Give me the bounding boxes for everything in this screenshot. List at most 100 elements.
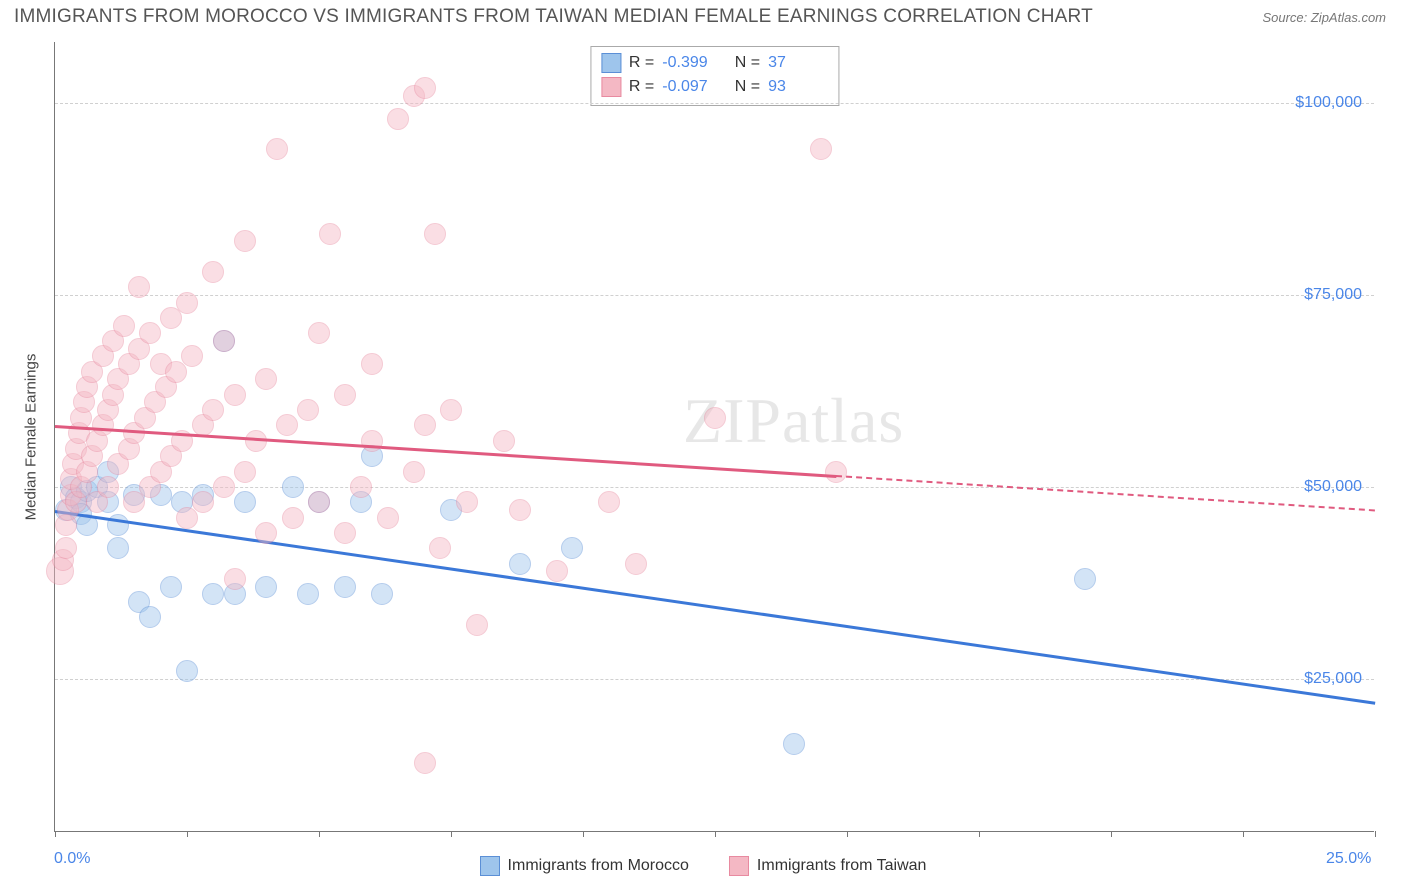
scatter-point-morocco <box>509 553 531 575</box>
scatter-point-taiwan <box>704 407 726 429</box>
y-tick-label: $75,000 <box>1304 286 1362 304</box>
scatter-point-taiwan <box>424 223 446 245</box>
x-tick <box>847 831 848 837</box>
x-tick <box>583 831 584 837</box>
trend-line-morocco <box>55 510 1375 705</box>
x-tick <box>979 831 980 837</box>
chart-header: IMMIGRANTS FROM MOROCCO VS IMMIGRANTS FR… <box>0 0 1406 38</box>
scatter-point-taiwan <box>192 491 214 513</box>
scatter-point-morocco <box>160 576 182 598</box>
x-tick <box>55 831 56 837</box>
scatter-point-taiwan <box>509 499 531 521</box>
scatter-point-taiwan <box>128 276 150 298</box>
stats-row-taiwan: R = -0.097 N = 93 <box>601 75 828 99</box>
legend-item-taiwan: Immigrants from Taiwan <box>729 856 927 876</box>
n-label: N = <box>730 51 760 75</box>
scatter-point-taiwan <box>334 384 356 406</box>
stats-row-morocco: R = -0.399 N = 37 <box>601 51 828 75</box>
gridline <box>55 679 1374 680</box>
y-tick-label: $100,000 <box>1295 94 1362 112</box>
scatter-point-taiwan <box>266 138 288 160</box>
scatter-point-taiwan <box>810 138 832 160</box>
n-value: 93 <box>768 75 828 99</box>
swatch-icon <box>601 77 621 97</box>
scatter-point-taiwan <box>493 430 515 452</box>
scatter-point-taiwan <box>429 537 451 559</box>
scatter-point-taiwan <box>113 315 135 337</box>
scatter-point-morocco <box>371 583 393 605</box>
scatter-point-morocco <box>297 583 319 605</box>
x-tick <box>451 831 452 837</box>
r-value: -0.097 <box>662 75 722 99</box>
swatch-icon <box>601 53 621 73</box>
scatter-point-taiwan <box>546 560 568 582</box>
scatter-point-morocco <box>1074 568 1096 590</box>
scatter-point-taiwan <box>308 322 330 344</box>
x-tick <box>1243 831 1244 837</box>
scatter-point-taiwan <box>414 752 436 774</box>
n-label: N = <box>730 75 760 99</box>
scatter-point-taiwan <box>825 461 847 483</box>
scatter-point-taiwan <box>255 522 277 544</box>
gridline <box>55 103 1374 104</box>
chart-legend: Immigrants from Morocco Immigrants from T… <box>14 856 1392 876</box>
r-value: -0.399 <box>662 51 722 75</box>
x-tick <box>715 831 716 837</box>
scatter-point-taiwan <box>456 491 478 513</box>
plot-area: Median Female Earnings ZIPatlas R = -0.3… <box>54 42 1374 832</box>
scatter-point-taiwan <box>139 322 161 344</box>
trend-line-taiwan <box>836 475 1375 511</box>
scatter-point-taiwan <box>176 292 198 314</box>
scatter-point-taiwan <box>361 353 383 375</box>
y-tick-label: $50,000 <box>1304 478 1362 496</box>
scatter-point-taiwan <box>598 491 620 513</box>
scatter-point-morocco <box>202 583 224 605</box>
chart-source: Source: ZipAtlas.com <box>1262 10 1386 25</box>
scatter-point-taiwan <box>276 414 298 436</box>
scatter-point-taiwan <box>414 414 436 436</box>
swatch-icon <box>729 856 749 876</box>
correlation-stats-box: R = -0.399 N = 37R = -0.097 N = 93 <box>590 46 839 106</box>
x-tick <box>1375 831 1376 837</box>
chart-title: IMMIGRANTS FROM MOROCCO VS IMMIGRANTS FR… <box>14 6 1093 28</box>
scatter-point-morocco <box>255 576 277 598</box>
scatter-point-taiwan <box>297 399 319 421</box>
scatter-point-morocco <box>107 537 129 559</box>
scatter-point-taiwan <box>361 430 383 452</box>
scatter-point-morocco <box>561 537 583 559</box>
scatter-point-taiwan <box>224 384 246 406</box>
scatter-point-taiwan <box>282 507 304 529</box>
scatter-point-morocco <box>139 606 161 628</box>
scatter-point-taiwan <box>224 568 246 590</box>
scatter-point-taiwan <box>234 230 256 252</box>
scatter-point-taiwan <box>440 399 462 421</box>
legend-item-morocco: Immigrants from Morocco <box>480 856 689 876</box>
swatch-icon <box>480 856 500 876</box>
scatter-point-taiwan <box>181 345 203 367</box>
n-value: 37 <box>768 51 828 75</box>
x-tick <box>187 831 188 837</box>
scatter-point-taiwan <box>213 330 235 352</box>
scatter-point-taiwan <box>202 261 224 283</box>
scatter-point-morocco <box>334 576 356 598</box>
scatter-point-morocco <box>234 491 256 513</box>
x-tick <box>1111 831 1112 837</box>
scatter-point-taiwan <box>308 491 330 513</box>
scatter-point-morocco <box>282 476 304 498</box>
gridline <box>55 487 1374 488</box>
scatter-point-taiwan <box>403 461 425 483</box>
scatter-point-morocco <box>176 660 198 682</box>
scatter-point-taiwan <box>625 553 647 575</box>
legend-label: Immigrants from Morocco <box>508 857 689 875</box>
chart-container: Median Female Earnings ZIPatlas R = -0.3… <box>14 42 1392 880</box>
scatter-point-taiwan <box>466 614 488 636</box>
scatter-point-taiwan <box>97 476 119 498</box>
r-label: R = <box>629 51 654 75</box>
r-label: R = <box>629 75 654 99</box>
scatter-point-taiwan <box>350 476 372 498</box>
x-tick <box>319 831 320 837</box>
scatter-point-taiwan <box>414 77 436 99</box>
legend-label: Immigrants from Taiwan <box>757 857 927 875</box>
scatter-point-taiwan <box>387 108 409 130</box>
scatter-point-taiwan <box>255 368 277 390</box>
